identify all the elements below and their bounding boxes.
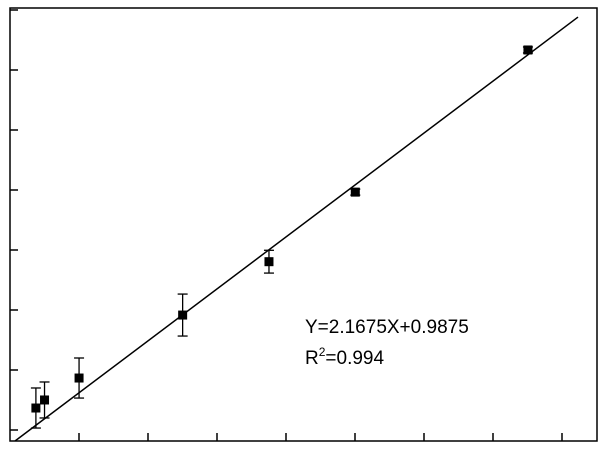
square-marker xyxy=(350,187,360,197)
y-axis-ticks xyxy=(10,9,18,431)
square-marker xyxy=(74,373,84,383)
regression-line xyxy=(14,16,579,442)
data-point xyxy=(30,387,41,429)
data-point xyxy=(74,357,85,399)
plot-frame xyxy=(9,7,598,442)
r-squared-label: R2=0.994 xyxy=(305,345,384,369)
square-marker xyxy=(178,310,188,320)
data-point xyxy=(177,293,188,337)
r-squared-superscript: 2 xyxy=(319,345,326,359)
square-marker xyxy=(523,45,533,55)
data-point xyxy=(522,45,533,55)
square-marker xyxy=(31,403,41,413)
regression-equation: Y=2.1675X+0.9875 xyxy=(305,317,469,338)
square-marker xyxy=(264,257,274,267)
data-points xyxy=(30,45,533,429)
x-axis-ticks xyxy=(78,433,563,441)
square-marker xyxy=(40,395,50,405)
data-point xyxy=(263,249,274,274)
r-squared-symbol: R xyxy=(305,348,319,369)
data-point xyxy=(350,187,361,197)
r-squared-value: =0.994 xyxy=(325,348,384,369)
data-point xyxy=(39,381,50,419)
